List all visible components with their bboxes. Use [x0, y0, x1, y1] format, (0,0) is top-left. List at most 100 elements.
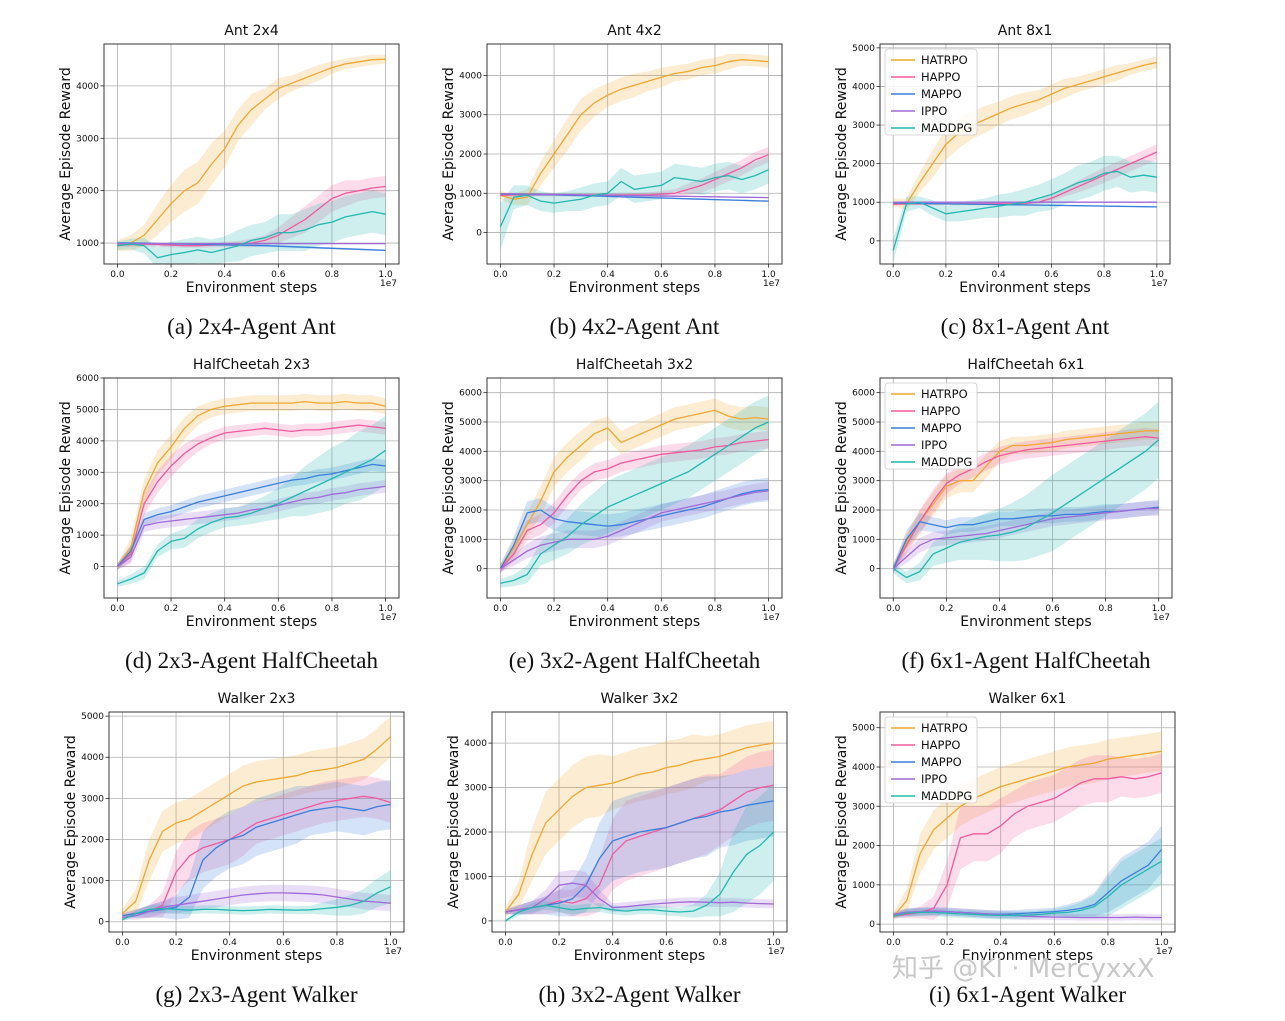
line-ippo — [893, 910, 1162, 919]
band-happo — [893, 427, 1159, 574]
band-ippo — [122, 884, 391, 920]
line-maddpg — [499, 169, 769, 227]
y-tick-label: 2000 — [81, 835, 104, 845]
legend-label-maddpg: MADDPG — [921, 121, 972, 135]
y-axis-label: Average Episode Reward — [441, 401, 457, 575]
figure-caption: (d) 2x3-Agent HalfCheetah — [125, 648, 378, 673]
y-tick-label: 1000 — [76, 239, 99, 249]
y-tick-label: 3000 — [459, 477, 482, 487]
x-multiplier: 1e7 — [1156, 947, 1173, 957]
plot-frame — [879, 43, 1171, 265]
chart-title: Ant 8x1 — [998, 23, 1053, 39]
chart-panel-walker-3x2: 0.0 0.2 0.4 0.6 0.8 1.0 0 1000 2000 3000 4000 Walke… — [446, 691, 788, 1007]
legend-label-ippo: IPPO — [921, 104, 947, 118]
line-maddpg — [893, 860, 1162, 917]
x-tick-label: 0.2 — [939, 270, 953, 280]
plot-frame — [879, 377, 1173, 599]
y-tick-label: 5000 — [81, 712, 104, 722]
x-tick-label: 0.6 — [659, 938, 674, 948]
series-layer — [117, 54, 386, 264]
y-tick-label: 3000 — [81, 794, 104, 804]
band-happo — [122, 775, 391, 918]
chart-title: Walker 3x2 — [601, 691, 679, 707]
y-tick-label: 1000 — [81, 877, 104, 887]
legend-label-hatrpo: HATRPO — [921, 53, 968, 67]
line-maddpg — [117, 449, 386, 585]
y-tick-label: 2000 — [852, 842, 875, 852]
x-tick-label: 0.0 — [886, 270, 901, 280]
plot-frame — [486, 43, 783, 265]
x-tick-label: 0.6 — [654, 270, 669, 280]
y-tick-label: 0 — [476, 229, 482, 239]
y-tick-label: 4000 — [464, 739, 487, 749]
line-maddpg — [117, 210, 386, 259]
band-maddpg — [893, 401, 1159, 584]
x-tick-label: 1.0 — [1152, 604, 1167, 614]
legend-label-ippo: IPPO — [921, 438, 947, 452]
x-axis-label: Environment steps — [959, 280, 1090, 296]
series-layer — [116, 393, 386, 587]
legend-label-mappo: MAPPO — [921, 421, 962, 435]
y-tick-label: 4000 — [459, 71, 482, 81]
figure-caption: (b) 4x2-Agent Ant — [550, 314, 721, 339]
x-tick-label: 0.4 — [601, 270, 616, 280]
x-multiplier: 1e7 — [1151, 279, 1168, 289]
line-happo — [499, 438, 769, 570]
x-tick-label: 0.4 — [218, 604, 233, 614]
x-tick-label: 1.0 — [383, 938, 398, 948]
chart-title: HalfCheetah 6x1 — [967, 357, 1084, 373]
x-tick-label: 0.0 — [493, 270, 508, 280]
line-ippo — [892, 507, 1159, 570]
plot-area — [104, 44, 399, 264]
y-tick-label: 1000 — [76, 531, 99, 541]
line-mappo — [505, 800, 774, 913]
y-tick-label: 1000 — [852, 198, 875, 208]
x-tick-label: 0.6 — [654, 604, 669, 614]
legend-label-happo: HAPPO — [921, 70, 960, 84]
band-mappo — [122, 779, 391, 920]
x-axis-label: Environment steps — [186, 280, 317, 296]
line-ippo — [500, 490, 769, 570]
legend-label-hatrpo: HATRPO — [921, 721, 968, 735]
series-layer — [121, 716, 392, 921]
x-tick-label: 0.4 — [218, 270, 233, 280]
figure-caption: (g) 2x3-Agent Walker — [155, 982, 357, 1007]
legend: HATRPO HAPPO MAPPO IPPO MADDPG — [884, 382, 978, 470]
band-mappo — [505, 765, 774, 917]
band-maddpg — [500, 156, 769, 251]
y-tick-label: 5000 — [76, 405, 99, 415]
x-tick-label: 1.0 — [378, 604, 393, 614]
figure-caption: (i) 6x1-Agent Walker — [929, 982, 1126, 1007]
y-tick-label: 6000 — [76, 374, 99, 384]
band-hatrpo — [505, 720, 774, 917]
x-tick-label: 0.6 — [271, 270, 286, 280]
chart-panel-walker-2x3: 0.0 0.2 0.4 0.6 0.8 1.0 0 1000 2000 3000 4000 5000 W… — [63, 691, 405, 1007]
legend-box — [884, 716, 978, 804]
y-tick-label: 2000 — [852, 160, 875, 170]
y-tick-label: 2000 — [459, 150, 482, 160]
x-axis-label: Environment steps — [569, 614, 700, 630]
legend-label-maddpg: MADDPG — [921, 455, 972, 469]
series-layer — [499, 53, 769, 251]
y-axis-label: Average Episode Reward — [441, 67, 457, 241]
legend-label-ippo: IPPO — [921, 772, 947, 786]
legend: HATRPO HAPPO MAPPO IPPO MADDPG — [884, 48, 978, 136]
figure-caption: (e) 3x2-Agent HalfCheetah — [509, 648, 761, 673]
x-tick-label: 0.8 — [708, 270, 723, 280]
line-ippo — [505, 882, 774, 913]
band-ippo — [893, 501, 1159, 572]
x-tick-label: 0.4 — [991, 270, 1006, 280]
x-tick-label: 1.0 — [378, 270, 393, 280]
line-happo — [116, 424, 386, 568]
x-tick-label: 0.0 — [886, 938, 901, 948]
x-tick-label: 0.4 — [223, 938, 238, 948]
x-axis-label: Environment steps — [962, 948, 1093, 964]
y-tick-label: 2000 — [76, 500, 99, 510]
chart-panel-ant-4x2: 0.0 0.2 0.4 0.6 0.8 1.0 0 1000 2000 3000 4000 Ant 4… — [441, 23, 783, 339]
line-maddpg — [505, 831, 775, 922]
x-tick-label: 0.8 — [325, 270, 340, 280]
plot-frame — [879, 711, 1176, 933]
legend-label-happo: HAPPO — [921, 404, 960, 418]
band-happo — [117, 418, 386, 570]
x-tick-label: 0.0 — [110, 270, 125, 280]
